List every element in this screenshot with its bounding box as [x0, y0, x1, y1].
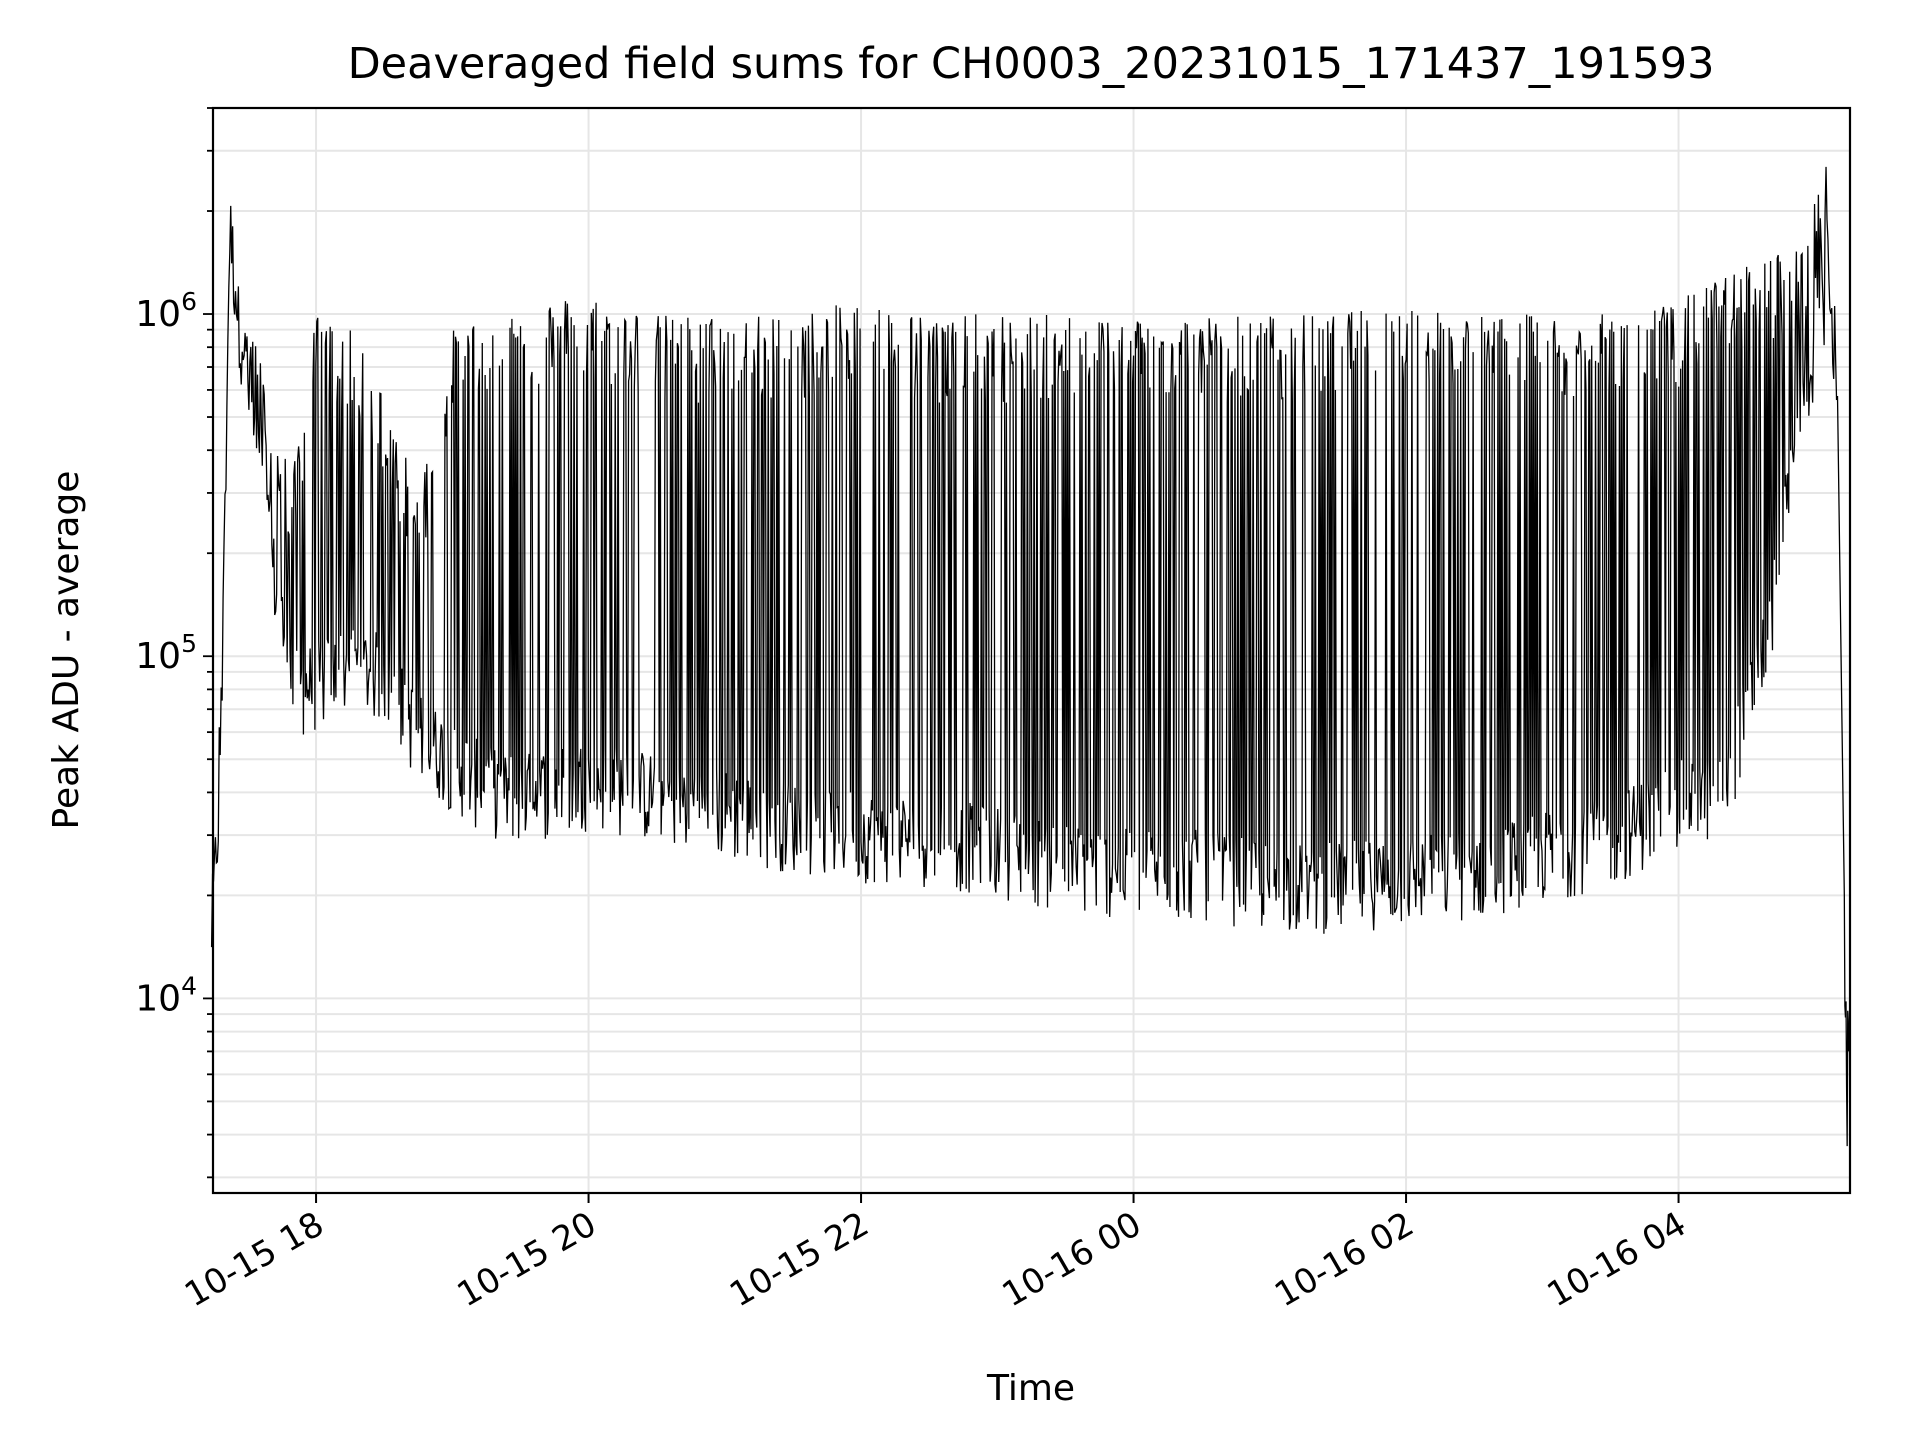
series-line — [210, 166, 1850, 1147]
y-tick-label: 106 — [135, 287, 197, 335]
y-tick-exponent: 6 — [181, 287, 197, 316]
y-axis-label: Peak ADU - average — [46, 471, 87, 830]
x-axis-label: Time — [986, 1368, 1075, 1409]
plot-frame — [211, 106, 1852, 1195]
y-tick-base: 10 — [135, 978, 181, 1019]
y-tick-exponent: 5 — [181, 629, 197, 658]
series — [210, 166, 1850, 1147]
y-tick-label: 104 — [135, 971, 197, 1019]
y-tick-base: 10 — [135, 636, 181, 677]
chart-title: Deaveraged field sums for CH0003_2023101… — [348, 39, 1715, 89]
y-tick-label: 105 — [135, 629, 197, 677]
y-tick-exponent: 4 — [181, 971, 197, 1000]
y-tick-base: 10 — [135, 294, 181, 335]
